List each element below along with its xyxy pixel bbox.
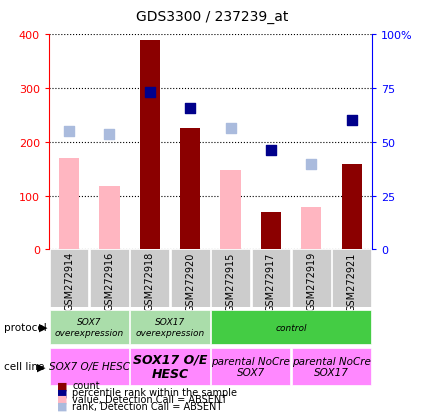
Text: GSM272914: GSM272914 [64,252,74,311]
Text: GSM272920: GSM272920 [185,252,195,311]
Text: ■: ■ [57,387,68,397]
Bar [50,348,129,385]
Text: GSM272916: GSM272916 [105,252,114,311]
Text: GSM272917: GSM272917 [266,252,276,311]
Text: ■: ■ [57,394,68,404]
Text: ▶: ▶ [37,361,45,372]
Point [227,126,234,132]
Text: GSM272915: GSM272915 [226,252,235,311]
Bar [59,159,79,250]
Bar [342,165,362,250]
Text: parental NoCre
SOX17: parental NoCre SOX17 [292,356,371,377]
Text: parental NoCre
SOX7: parental NoCre SOX7 [211,356,290,377]
Bar [171,250,210,308]
Point [146,89,153,96]
Text: ■: ■ [57,380,68,390]
Text: SOX17 O/E
HESC: SOX17 O/E HESC [133,353,207,380]
Bar [252,250,290,308]
Bar [332,250,371,308]
Text: rank, Detection Call = ABSENT: rank, Detection Call = ABSENT [72,401,223,411]
Bar [180,129,200,250]
Text: SOX7
overexpression: SOX7 overexpression [55,318,124,337]
Bar [90,250,129,308]
Bar [140,40,160,250]
Bar [261,212,281,250]
Bar [99,187,119,250]
Text: SOX7 O/E HESC: SOX7 O/E HESC [49,361,130,372]
Text: value, Detection Call = ABSENT: value, Detection Call = ABSENT [72,394,227,404]
Text: GDS3300 / 237239_at: GDS3300 / 237239_at [136,10,289,24]
Bar [211,250,250,308]
Text: protocol: protocol [4,322,47,332]
Bar [211,348,290,385]
Bar [50,311,129,344]
Text: GSM272919: GSM272919 [306,252,316,311]
Text: cell line: cell line [4,361,45,372]
Point [187,106,193,112]
Bar [130,311,210,344]
Bar [130,250,169,308]
Bar [50,250,88,308]
Point [65,128,72,135]
Text: SOX17
overexpression: SOX17 overexpression [136,318,204,337]
Point [267,147,274,154]
Point [348,118,355,124]
Text: control: control [275,323,307,332]
Text: count: count [72,380,100,390]
Point [106,131,113,138]
Bar [292,348,371,385]
Text: GSM272921: GSM272921 [347,252,357,311]
Bar [221,171,241,250]
Text: ▶: ▶ [39,322,48,332]
Text: percentile rank within the sample: percentile rank within the sample [72,387,237,397]
Bar [130,348,210,385]
Text: GSM272918: GSM272918 [145,252,155,311]
Bar [301,208,321,250]
Bar [292,250,331,308]
Point [308,162,314,169]
Text: ■: ■ [57,401,68,411]
Bar [211,311,371,344]
